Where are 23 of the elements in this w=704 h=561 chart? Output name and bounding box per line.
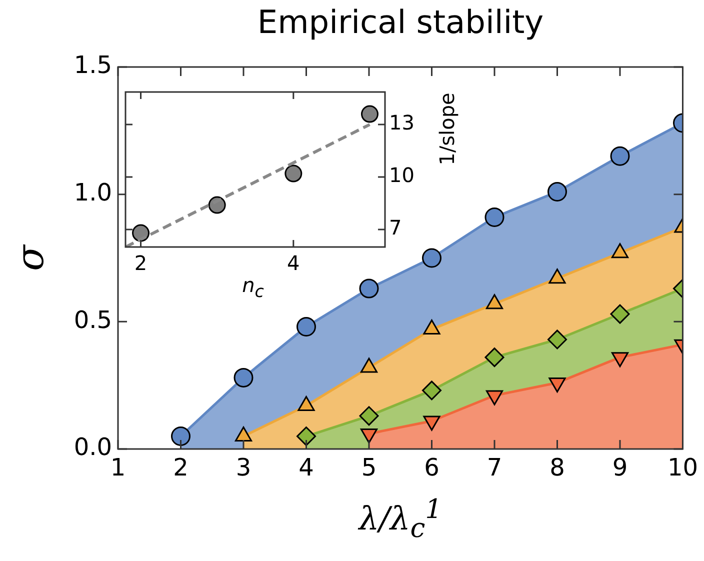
chart-title: Empirical stability [257, 3, 544, 41]
y2-tick-label: 10 [389, 163, 414, 188]
y-axis-title: σ [8, 245, 52, 271]
y-tick-label: 0.0 [74, 433, 112, 462]
x-tick-label: 2 [134, 251, 148, 276]
x-tick-label: 5 [361, 454, 377, 482]
y-tick-label: 0.5 [74, 306, 112, 334]
x-tick-label: 4 [287, 251, 300, 276]
y-tick-label: 1.5 [74, 51, 112, 80]
x-tick-label: 8 [550, 454, 565, 482]
x-tick-label: 1 [110, 454, 126, 482]
x-tick-label: 2 [173, 454, 188, 482]
x-tick-label: 7 [486, 454, 502, 482]
x-tick-label: 10 [667, 454, 698, 482]
y2-tick-label: 7 [389, 216, 402, 240]
y2-axis-title: 1/slope [435, 92, 459, 166]
x-tick-label: 3 [236, 454, 252, 482]
y-tick-label: 1.0 [74, 178, 112, 207]
y2-tick-label: 13 [389, 110, 414, 135]
x-tick-label: 6 [424, 454, 440, 482]
x-tick-label: 9 [612, 454, 628, 482]
x-tick-label: 4 [298, 454, 314, 482]
x-axis-title: n$_{c}$ [242, 273, 264, 301]
